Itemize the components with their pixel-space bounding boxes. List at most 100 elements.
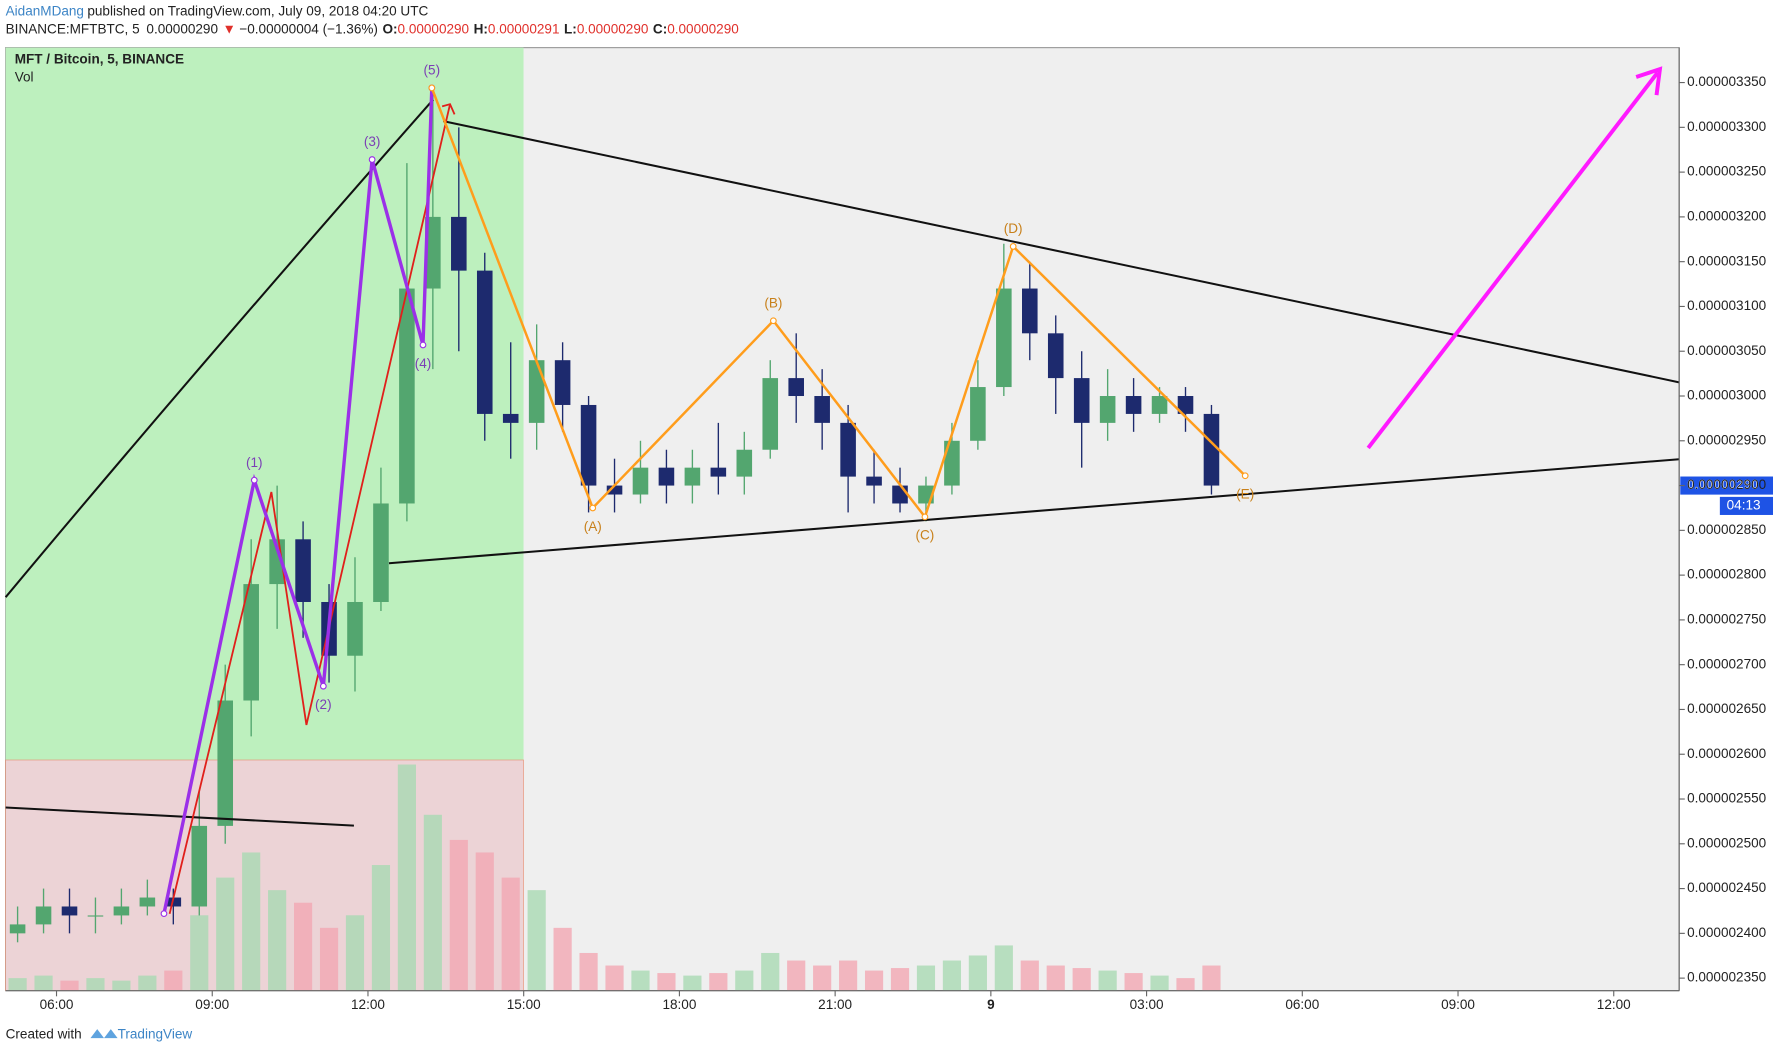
footer-brand[interactable]: TradingView (118, 1026, 193, 1041)
author[interactable]: AidanMDang (6, 3, 84, 18)
volume-bar (631, 970, 650, 991)
x-tick-label: 18:00 (662, 997, 696, 1012)
volume-bar (242, 852, 261, 991)
drawings (4, 66, 1680, 914)
price-tag-label: 0.00000290 (1687, 477, 1759, 492)
h-val: 0.00000291 (488, 21, 560, 36)
volume-bar (1020, 960, 1039, 991)
volume-bar (1046, 965, 1065, 991)
volume-bar (34, 975, 53, 991)
volume-bar (60, 980, 79, 991)
volume-bar (449, 839, 468, 991)
volume-bar (1098, 970, 1117, 991)
l-key: L: (564, 21, 577, 36)
volume-bar (319, 927, 339, 991)
candle-body (295, 539, 311, 602)
candle-body (139, 897, 156, 907)
volume-bar (423, 814, 442, 991)
wave-label: (E) (1236, 487, 1254, 502)
green-zone (5, 47, 524, 760)
y-tick-label: 0.000003300 (1687, 119, 1766, 134)
x-tick-label: 15:00 (507, 997, 541, 1012)
candle-body (736, 449, 753, 477)
volume-bar (942, 960, 962, 991)
c-key: C: (653, 21, 667, 36)
y-tick-label: 0.000003100 (1687, 298, 1766, 313)
volume-bar (994, 945, 1013, 991)
o-val: 0.00000290 (398, 21, 470, 36)
wave-point (1241, 472, 1249, 480)
y-tick-label: 0.000002750 (1687, 611, 1766, 626)
volume-bar (397, 764, 416, 991)
y-tick-label: 0.000002600 (1687, 746, 1766, 761)
candle-body (814, 396, 830, 423)
candle-body (658, 467, 675, 486)
volume-bar (190, 915, 209, 991)
volume-bar (1124, 973, 1143, 991)
y-tick-label: 0.000002700 (1687, 656, 1766, 671)
candle-body (970, 387, 986, 441)
y-tick-label: 0.000002900 (1687, 477, 1766, 492)
wave-label: (D) (1004, 221, 1023, 236)
wave-point (769, 317, 777, 325)
y-tick-label: 0.000002400 (1687, 925, 1766, 940)
y-tick-label: 0.000003350 (1687, 74, 1766, 89)
volume-bar (527, 890, 546, 991)
volume-bar (709, 973, 728, 991)
c-val: 0.00000290 (667, 21, 739, 36)
volume-bar (890, 968, 910, 991)
wave-point (368, 156, 376, 163)
volume-bar (1150, 975, 1169, 991)
wave-label: (3) (364, 134, 381, 149)
magenta-arrowhead (1635, 66, 1663, 96)
candle-body (1047, 333, 1064, 379)
x-tick-label: 06:00 (1285, 997, 1319, 1012)
red-zigzag (168, 103, 451, 914)
volume-bar (787, 960, 806, 991)
marks-layer (8, 91, 1221, 991)
volume-bar (345, 915, 365, 991)
candle-body (710, 467, 727, 477)
candle-body (1177, 396, 1194, 414)
l-val: 0.00000290 (577, 21, 649, 36)
wave-point (589, 504, 597, 512)
y-tick-label: 0.000002500 (1687, 835, 1766, 850)
wave-point (160, 910, 168, 918)
volume-bar (761, 952, 780, 991)
y-tick-label: 0.000003150 (1687, 253, 1766, 268)
volume-bar (268, 890, 287, 991)
wave-label: (B) (764, 295, 782, 310)
candle-body (762, 378, 779, 450)
volume-bar (371, 865, 391, 991)
wave-label: (C) (916, 528, 935, 543)
y-tick-label: 0.000002450 (1687, 880, 1766, 895)
o-key: O: (382, 21, 397, 36)
candle-body (9, 924, 26, 934)
arrow: ▼ (223, 21, 236, 36)
tv-logo (90, 1029, 118, 1039)
candle-body (61, 906, 78, 916)
short-line (5, 806, 354, 827)
volume-bar (839, 960, 858, 991)
timer-box (1719, 496, 1773, 515)
wave-label: (A) (584, 519, 602, 534)
volume-bar (8, 978, 27, 991)
x-tick-label: 21:00 (818, 997, 852, 1012)
x-tick-label: 09:00 (1441, 997, 1475, 1012)
volume-bar (293, 902, 313, 991)
price-tag-box (1680, 476, 1773, 495)
candle-body (606, 485, 623, 495)
volume-bar (1072, 968, 1091, 991)
candle-body (1022, 288, 1038, 334)
chart-title: MFT / Bitcoin, 5, BINANCE (15, 52, 184, 67)
header-line2: BINANCE:MFTBTC, 5 0.00000290 ▼ −0.00000004 … (6, 21, 739, 36)
volume-bar (138, 975, 157, 991)
candle-body (502, 413, 519, 423)
wave-line (430, 87, 1247, 520)
candle-body (87, 915, 104, 917)
magenta-arrow (1366, 71, 1660, 450)
candle-body (113, 906, 130, 916)
wave-line (162, 87, 434, 914)
volume-bar (475, 852, 494, 991)
